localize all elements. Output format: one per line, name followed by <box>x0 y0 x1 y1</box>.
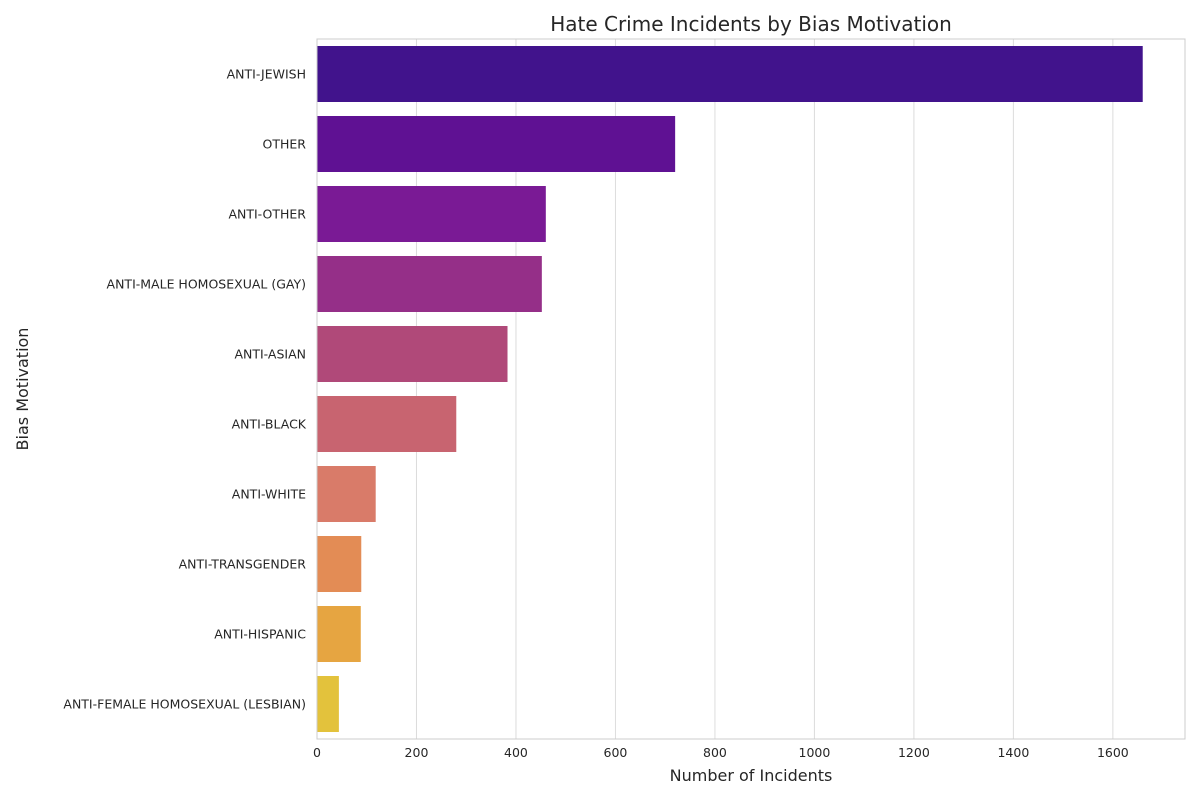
bar <box>317 396 457 452</box>
category-label: ANTI-ASIAN <box>234 347 306 362</box>
x-tick-labels: 0 200 400 600 800 1000 1200 1400 1600 <box>313 745 1129 760</box>
plot-frame <box>316 38 1186 740</box>
x-tick-label: 1600 <box>1097 745 1129 760</box>
chart-title: Hate Crime Incidents by Bias Motivation <box>550 12 952 36</box>
bar <box>317 466 376 522</box>
x-tick-label: 600 <box>604 745 628 760</box>
category-label: ANTI-WHITE <box>232 487 306 502</box>
bar <box>317 606 361 662</box>
category-label: ANTI-OTHER <box>228 207 306 222</box>
bar <box>317 116 676 172</box>
x-tick-label: 1400 <box>997 745 1029 760</box>
x-tick-label: 1000 <box>799 745 831 760</box>
x-tick-label: 200 <box>405 745 429 760</box>
bar <box>317 256 542 312</box>
category-label: ANTI-MALE HOMOSEXUAL (GAY) <box>107 277 306 292</box>
category-label: ANTI-BLACK <box>232 417 307 432</box>
category-label: ANTI-JEWISH <box>227 67 306 82</box>
x-axis-label: Number of Incidents <box>670 766 833 785</box>
bar <box>317 676 339 732</box>
bar <box>317 536 362 592</box>
category-label: ANTI-HISPANIC <box>214 627 306 642</box>
bars <box>317 46 1143 732</box>
category-label: ANTI-TRANSGENDER <box>179 557 307 572</box>
plot-border <box>316 38 1186 740</box>
category-label: OTHER <box>263 137 307 152</box>
bar <box>317 186 546 242</box>
y-axis-label: Bias Motivation <box>13 328 32 451</box>
category-labels: ANTI-JEWISH OTHER ANTI-OTHER ANTI-MALE HOMO… <box>63 67 306 712</box>
category-label: ANTI-FEMALE HOMOSEXUAL (LESBIAN) <box>63 697 306 712</box>
x-tick-label: 400 <box>504 745 528 760</box>
x-tick-label: 0 <box>313 745 321 760</box>
bar <box>317 46 1143 102</box>
bar <box>317 326 508 382</box>
x-tick-label: 800 <box>703 745 727 760</box>
x-tick-label: 1200 <box>898 745 930 760</box>
